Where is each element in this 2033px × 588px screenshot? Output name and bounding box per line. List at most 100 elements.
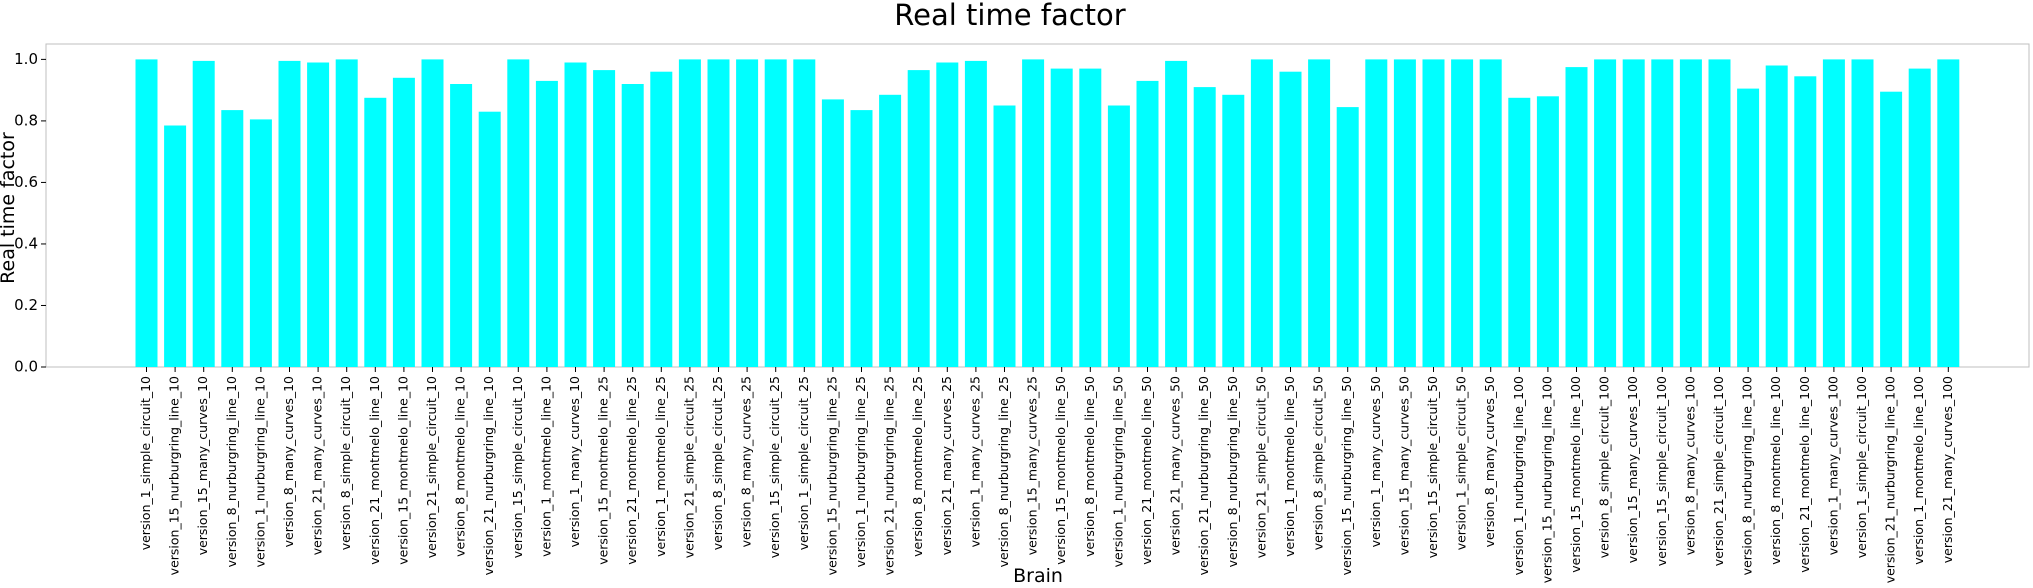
bar	[1908, 68, 1931, 367]
y-tick-label: 0.2	[14, 296, 38, 314]
bar	[507, 59, 530, 368]
x-tick-label: version_1_nurburgring_line_25	[853, 376, 868, 567]
x-tick-label: version_8_simple_circuit_10	[338, 376, 353, 550]
x-tick-label: version_8_montmelo_line_50	[1082, 376, 1097, 557]
bar	[1508, 97, 1531, 368]
x-tick-label: version_15_nurburgring_line_10	[167, 376, 182, 575]
bar	[1822, 59, 1845, 368]
x-tick-label: version_1_simple_circuit_100	[1854, 376, 1869, 558]
x-tick-label: version_8_many_curves_100	[1682, 376, 1697, 555]
bar	[1022, 59, 1045, 368]
bar	[278, 60, 301, 368]
x-tick-label: version_15_many_curves_25	[1025, 376, 1040, 555]
bar	[821, 99, 844, 368]
x-tick-label: version_8_nurburgring_line_10	[224, 376, 239, 567]
x-tick-label: version_21_simple_circuit_10	[424, 376, 439, 558]
x-tick-label: version_1_montmelo_line_50	[1282, 376, 1297, 557]
bar	[1365, 59, 1388, 368]
x-tick-label: version_8_many_curves_10	[281, 376, 296, 547]
x-axis-label: Brain	[1013, 565, 1063, 587]
bar	[1250, 59, 1273, 368]
x-axis-ticks: version_1_simple_circuit_10 version_15_nu…	[138, 367, 1955, 583]
x-tick-label: version_8_many_curves_25	[739, 376, 754, 547]
x-tick-label: version_21_many_curves_50	[1168, 376, 1183, 555]
x-tick-label: version_21_montmelo_line_100	[1797, 376, 1812, 573]
x-tick-label: version_21_many_curves_25	[939, 376, 954, 555]
bar	[879, 94, 902, 368]
bar	[993, 105, 1016, 367]
x-tick-label: version_1_nurburgring_line_50	[1110, 376, 1125, 567]
x-tick-label: version_1_many_curves_100	[1825, 376, 1840, 555]
bar	[564, 62, 587, 367]
x-tick-label: version_21_simple_circuit_50	[1253, 376, 1268, 558]
x-tick-label: version_21_montmelo_line_50	[1139, 376, 1154, 565]
bar	[907, 70, 930, 367]
bar	[793, 59, 816, 368]
x-tick-label: version_21_nurburgring_line_50	[1196, 376, 1211, 575]
y-tick-label: 0.4	[14, 234, 38, 252]
bar	[936, 62, 959, 367]
x-tick-label: version_8_simple_circuit_25	[710, 376, 725, 550]
y-axis-ticks: 0.0 0.2 0.4 0.6 0.8 1.0	[14, 50, 46, 376]
y-tick-label: 0.0	[14, 358, 38, 376]
bar	[307, 62, 330, 367]
x-tick-label: version_15_simple_circuit_50	[1425, 376, 1440, 558]
bar	[1050, 68, 1073, 367]
bar	[164, 125, 187, 367]
bar	[1880, 91, 1903, 367]
bar	[135, 59, 158, 368]
bar	[764, 59, 787, 368]
y-tick-label: 1.0	[14, 50, 38, 68]
bar	[1794, 76, 1817, 368]
bar	[1308, 59, 1331, 368]
bar	[1737, 88, 1760, 367]
bar	[1594, 59, 1617, 368]
bar	[850, 110, 873, 367]
bar	[478, 111, 501, 367]
x-tick-label: version_1_montmelo_line_100	[1911, 376, 1926, 565]
x-tick-label: version_1_montmelo_line_10	[538, 376, 553, 557]
bar	[535, 80, 558, 368]
bar	[249, 119, 272, 368]
bar	[1336, 107, 1359, 367]
bar	[736, 59, 759, 368]
x-tick-label: version_15_nurburgring_line_50	[1339, 376, 1354, 575]
x-tick-label: version_15_many_curves_100	[1625, 376, 1640, 563]
chart-title: Real time factor	[894, 0, 1126, 32]
bar	[964, 60, 987, 368]
x-tick-label: version_21_many_curves_100	[1940, 376, 1955, 563]
bar	[707, 59, 730, 368]
x-tick-label: version_1_nurburgring_line_10	[252, 376, 267, 567]
x-tick-label: version_8_montmelo_line_25	[910, 376, 925, 557]
bar	[1622, 59, 1645, 368]
x-tick-label: version_15_montmelo_line_50	[1053, 376, 1068, 565]
bar	[650, 71, 673, 367]
x-tick-label: version_15_simple_circuit_25	[767, 376, 782, 558]
bar	[1393, 59, 1416, 368]
bar	[221, 110, 244, 367]
bar	[335, 59, 358, 368]
bar	[678, 59, 701, 368]
bar	[1937, 59, 1960, 368]
bar	[1451, 59, 1474, 368]
x-tick-label: version_1_montmelo_line_25	[653, 376, 668, 557]
bar	[1222, 94, 1245, 368]
bar	[1536, 96, 1559, 368]
x-tick-label: version_8_montmelo_line_100	[1768, 376, 1783, 565]
bar	[1565, 67, 1588, 367]
bar	[1479, 59, 1502, 368]
x-tick-label: version_8_nurburgring_line_50	[1225, 376, 1240, 567]
x-tick-label: version_15_montmelo_line_25	[596, 376, 611, 565]
x-tick-label: version_15_montmelo_line_10	[395, 376, 410, 565]
bar	[1651, 59, 1674, 368]
bar	[1107, 105, 1130, 367]
x-tick-label: version_1_simple_circuit_25	[796, 376, 811, 550]
x-tick-label: version_1_many_curves_10	[567, 376, 582, 547]
x-tick-label: version_21_nurburgring_line_10	[481, 376, 496, 575]
bar	[1422, 59, 1445, 368]
x-tick-label: version_21_nurburgring_line_100	[1883, 376, 1898, 583]
bar	[364, 97, 387, 368]
y-axis-label: Real time factor	[0, 132, 19, 284]
x-tick-label: version_21_simple_circuit_25	[681, 376, 696, 558]
